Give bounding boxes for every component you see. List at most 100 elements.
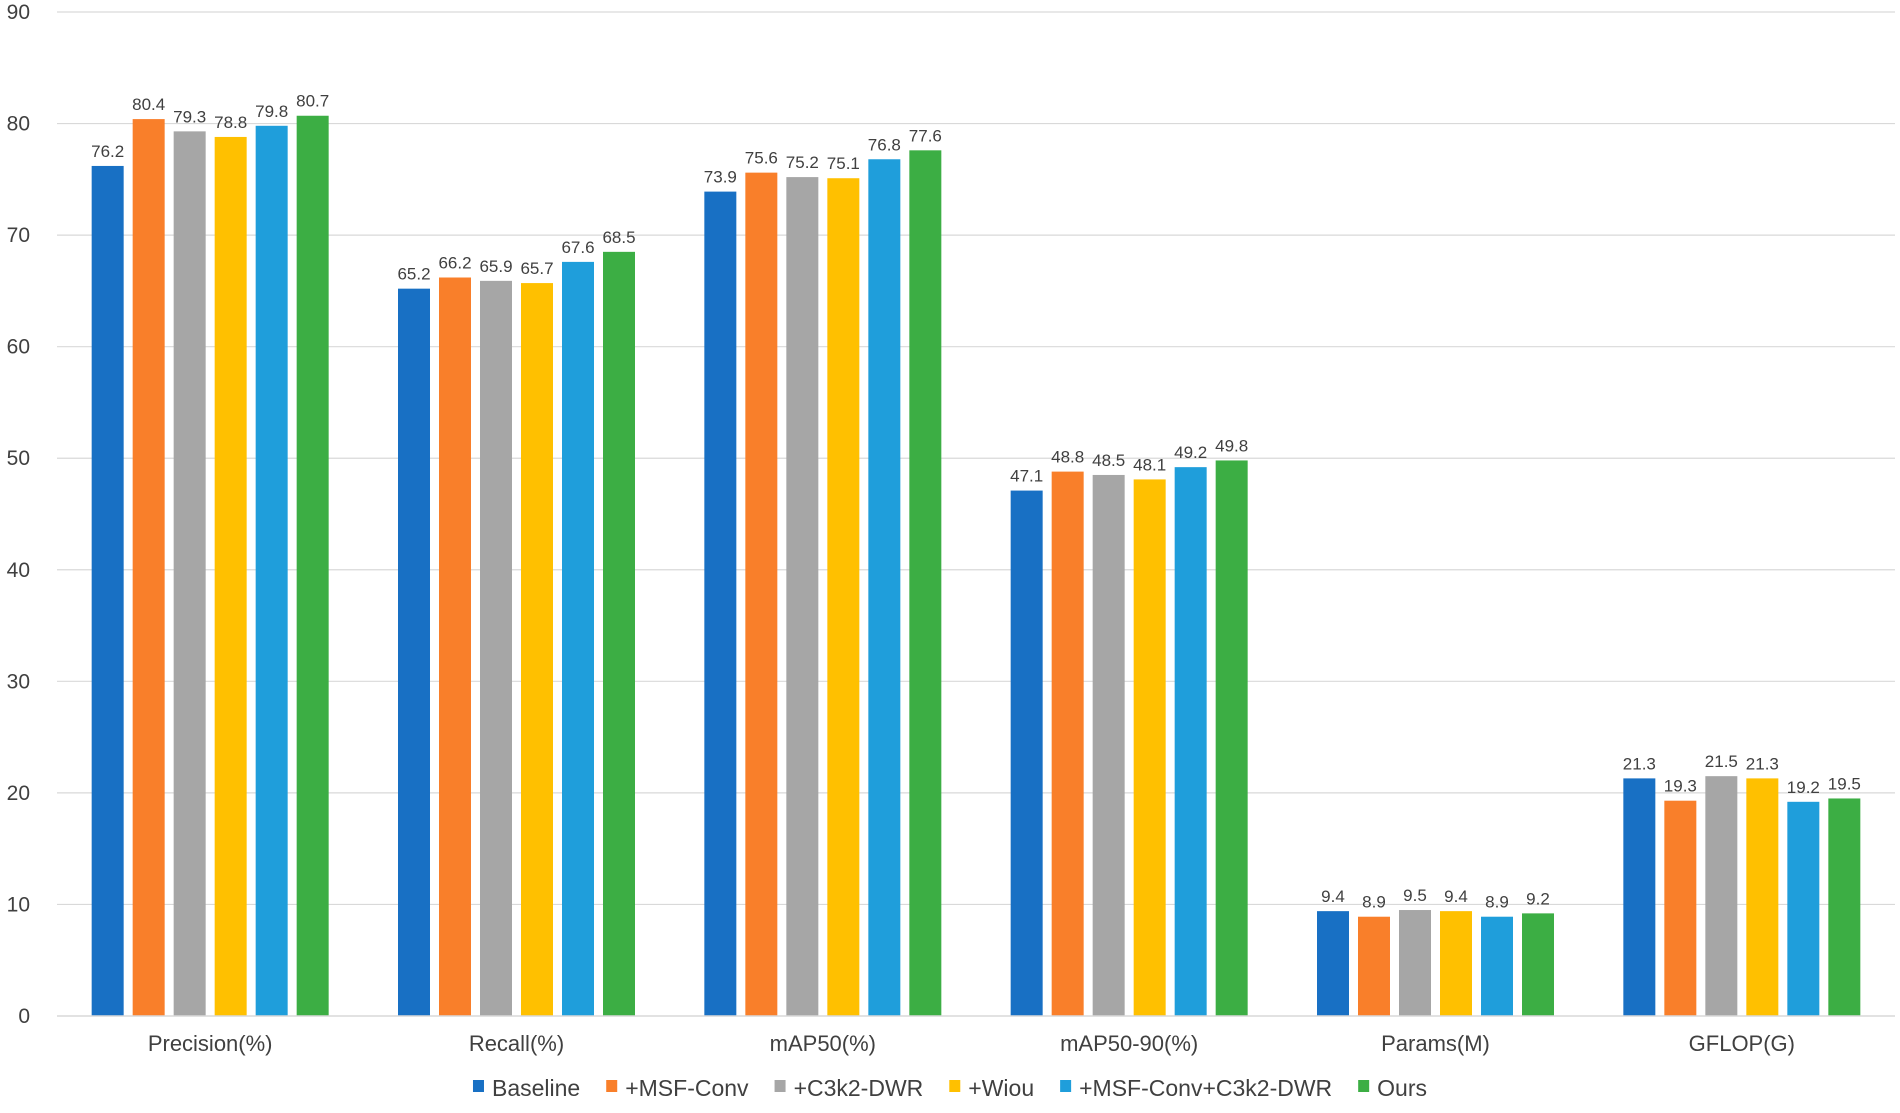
bar-baseline-0	[91, 165, 124, 1017]
bar-msf-conv-1	[439, 277, 471, 1017]
legend-swatch	[606, 1080, 618, 1092]
x-category-label: mAP50(%)	[770, 1031, 876, 1056]
bar-wiou-1	[521, 283, 553, 1017]
gridlines	[57, 11, 1895, 906]
data-label: 19.2	[1787, 778, 1820, 797]
y-tick-label: 40	[7, 559, 30, 582]
y-tick-label: 20	[7, 782, 30, 805]
legend: Baseline +MSF-Conv +C3k2-DWR +Wiou +MSF-Conv…	[472, 1075, 1427, 1101]
x-category-label: mAP50-90(%)	[1060, 1031, 1198, 1056]
data-label: 19.3	[1664, 777, 1697, 796]
bars	[91, 115, 1861, 1017]
x-category-label: Params(M)	[1381, 1031, 1490, 1056]
data-label: 68.5	[602, 228, 635, 247]
bar-wiou-5	[1746, 778, 1779, 1016]
legend-item: +Wiou	[949, 1075, 1034, 1101]
bar-ours-4	[1522, 913, 1554, 1016]
legend-label: +MSF-Conv+C3k2-DWR	[1079, 1075, 1332, 1101]
y-tick-label: 80	[7, 113, 30, 136]
bar-wiou-0	[214, 136, 247, 1017]
legend-label: Ours	[1377, 1075, 1427, 1101]
bar-c3k2-dwr-2	[786, 177, 819, 1016]
legend-label: +C3k2-DWR	[794, 1075, 924, 1101]
y-tick-label: 90	[7, 1, 30, 24]
x-category-label: Precision(%)	[148, 1031, 273, 1056]
bar-c3k2-dwr-5	[1705, 776, 1738, 1016]
bar-wiou-3	[1133, 479, 1166, 1016]
y-tick-label: 0	[18, 1005, 30, 1028]
data-label: 49.2	[1174, 443, 1207, 462]
bar-ours-0	[296, 115, 329, 1017]
bar-msf-conv-c3k2-dwr-4	[1481, 916, 1513, 1016]
bar-msf-conv-c3k2-dwr-1	[562, 261, 594, 1017]
legend-label: Baseline	[492, 1075, 580, 1101]
data-label: 21.5	[1705, 752, 1738, 771]
data-label: 48.1	[1133, 455, 1166, 474]
data-label: 76.2	[91, 142, 124, 161]
bar-msf-conv-c3k2-dwr-5	[1787, 801, 1820, 1016]
data-label: 9.4	[1321, 887, 1345, 906]
data-label: 75.6	[745, 149, 778, 168]
bar-baseline-2	[704, 191, 737, 1017]
data-label: 78.8	[214, 113, 247, 132]
data-label: 80.4	[132, 95, 165, 114]
data-label: 48.5	[1092, 451, 1125, 470]
bar-wiou-4	[1440, 911, 1472, 1016]
bar-baseline-5	[1623, 778, 1656, 1016]
data-label: 9.5	[1403, 886, 1427, 905]
legend-swatch	[949, 1080, 961, 1092]
legend-swatch	[1358, 1080, 1370, 1092]
legend-swatch	[472, 1080, 484, 1092]
data-label: 8.9	[1485, 893, 1509, 912]
bar-msf-conv-c3k2-dwr-0	[255, 125, 288, 1016]
data-label: 21.3	[1746, 754, 1779, 773]
bar-msf-conv-5	[1664, 800, 1697, 1016]
bar-msf-conv-c3k2-dwr-3	[1174, 467, 1207, 1016]
bar-c3k2-dwr-1	[480, 280, 512, 1016]
bar-msf-conv-0	[132, 119, 165, 1017]
bar-c3k2-dwr-3	[1092, 474, 1125, 1016]
legend-item: +C3k2-DWR	[774, 1075, 924, 1101]
bar-msf-conv-2	[745, 172, 778, 1016]
legend-label: +MSF-Conv	[625, 1075, 749, 1101]
data-label: 48.8	[1051, 448, 1084, 467]
data-label: 65.2	[397, 265, 430, 284]
data-label: 79.8	[255, 102, 288, 121]
bar-msf-conv-4	[1358, 916, 1390, 1016]
bar-msf-conv-3	[1051, 471, 1084, 1016]
data-label: 77.6	[909, 126, 942, 145]
x-axis: Precision(%) Recall(%) mAP50(%) mAP50-90(%)…	[57, 1015, 1895, 1056]
y-tick-label: 70	[7, 224, 30, 247]
data-label: 65.9	[479, 257, 512, 276]
data-label: 47.1	[1010, 467, 1043, 486]
data-label: 80.7	[296, 92, 329, 111]
data-label: 66.2	[438, 254, 471, 273]
y-tick-label: 30	[7, 670, 30, 693]
legend-label: +Wiou	[968, 1075, 1034, 1101]
data-label: 21.3	[1623, 754, 1656, 773]
bar-baseline-4	[1317, 911, 1349, 1016]
data-label: 19.5	[1828, 774, 1861, 793]
data-label: 49.8	[1215, 436, 1248, 455]
legend-swatch	[1060, 1080, 1072, 1092]
bar-msf-conv-c3k2-dwr-2	[868, 159, 901, 1017]
data-label: 79.3	[173, 107, 206, 126]
x-category-label: GFLOP(G)	[1689, 1031, 1795, 1056]
data-label: 67.6	[561, 238, 594, 257]
data-label: 73.9	[704, 168, 737, 187]
bar-ours-5	[1828, 798, 1861, 1016]
y-tick-label: 10	[7, 893, 30, 916]
bar-wiou-2	[827, 178, 860, 1016]
data-label: 8.9	[1362, 893, 1386, 912]
bar-ours-2	[909, 150, 942, 1017]
bar-baseline-1	[398, 288, 430, 1016]
data-label: 9.4	[1444, 887, 1468, 906]
data-label: 75.2	[786, 153, 819, 172]
bar-baseline-3	[1010, 490, 1043, 1016]
legend-swatch	[774, 1080, 786, 1092]
data-label: 76.8	[868, 135, 901, 154]
data-labels: 76.2 80.4 79.3 78.8 79.8 80.7 65.2 66.2 65.9 65.7…	[91, 92, 1861, 912]
y-tick-label: 50	[7, 447, 30, 470]
data-label: 75.1	[827, 154, 860, 173]
